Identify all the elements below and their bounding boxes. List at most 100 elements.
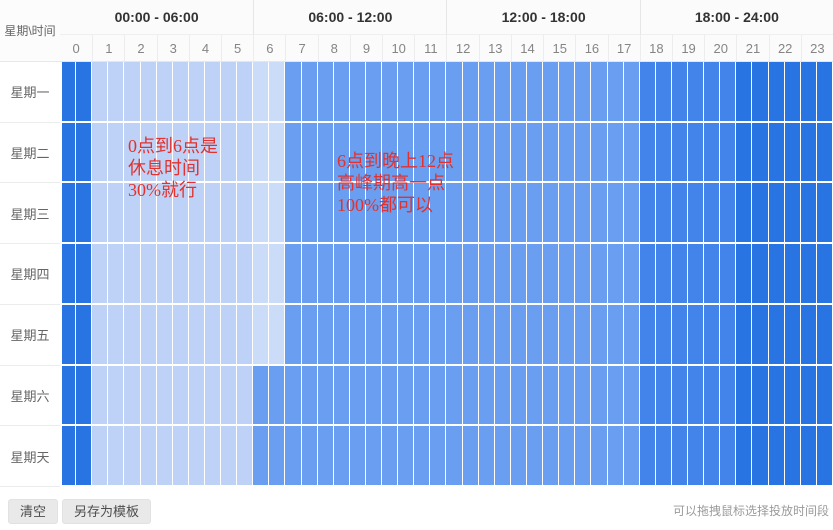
time-cell[interactable]: [398, 365, 415, 427]
time-cell[interactable]: [543, 304, 560, 366]
time-cell[interactable]: [816, 244, 833, 305]
time-cell[interactable]: [462, 426, 479, 487]
time-cell[interactable]: [478, 62, 495, 123]
time-cell[interactable]: [156, 122, 173, 184]
time-cell[interactable]: [92, 304, 109, 366]
time-cell[interactable]: [349, 122, 366, 184]
time-cell[interactable]: [704, 122, 721, 184]
time-cell[interactable]: [221, 183, 238, 245]
time-cell[interactable]: [204, 426, 222, 487]
time-cell[interactable]: [639, 365, 656, 427]
time-cell[interactable]: [124, 365, 141, 427]
time-cell[interactable]: [591, 122, 608, 184]
time-cell[interactable]: [221, 365, 238, 427]
time-cell[interactable]: [398, 244, 415, 305]
time-cell[interactable]: [269, 244, 286, 305]
time-cell[interactable]: [704, 365, 721, 427]
time-cell[interactable]: [752, 183, 769, 245]
time-cell[interactable]: [543, 365, 560, 427]
time-cell[interactable]: [204, 304, 222, 366]
time-cell[interactable]: [333, 365, 350, 427]
time-cell[interactable]: [575, 122, 592, 184]
time-cell[interactable]: [108, 62, 125, 123]
time-cell[interactable]: [108, 244, 125, 305]
time-cell[interactable]: [462, 183, 479, 245]
time-cell[interactable]: [237, 244, 254, 305]
time-cell[interactable]: [446, 304, 463, 366]
time-cell[interactable]: [623, 122, 640, 184]
time-cell[interactable]: [655, 244, 672, 305]
time-cell[interactable]: [269, 304, 286, 366]
time-cell[interactable]: [462, 62, 479, 123]
time-cell[interactable]: [688, 426, 705, 487]
time-cell[interactable]: [607, 122, 624, 184]
time-cell[interactable]: [237, 365, 254, 427]
time-cell[interactable]: [317, 62, 334, 123]
time-cell[interactable]: [462, 304, 479, 366]
time-cell[interactable]: [317, 426, 334, 487]
time-cell[interactable]: [60, 365, 77, 427]
time-cell[interactable]: [704, 183, 721, 245]
time-cell[interactable]: [671, 304, 689, 366]
time-cell[interactable]: [60, 122, 77, 184]
time-cell[interactable]: [349, 183, 366, 245]
time-cell[interactable]: [784, 244, 801, 305]
time-cell[interactable]: [333, 426, 350, 487]
time-cell[interactable]: [639, 426, 656, 487]
time-cell[interactable]: [285, 304, 302, 366]
time-cell[interactable]: [156, 426, 173, 487]
time-cell[interactable]: [478, 304, 495, 366]
time-cell[interactable]: [527, 244, 544, 305]
time-cell[interactable]: [527, 62, 544, 123]
time-cell[interactable]: [527, 426, 544, 487]
time-cell[interactable]: [172, 304, 189, 366]
time-cell[interactable]: [655, 183, 672, 245]
time-cell[interactable]: [736, 304, 753, 366]
time-cell[interactable]: [140, 122, 157, 184]
time-cell[interactable]: [349, 304, 366, 366]
time-cell[interactable]: [301, 183, 318, 245]
time-cell[interactable]: [188, 122, 205, 184]
time-cell[interactable]: [237, 62, 254, 123]
time-cell[interactable]: [430, 365, 447, 427]
time-cell[interactable]: [494, 62, 511, 123]
time-cell[interactable]: [800, 365, 817, 427]
time-cell[interactable]: [172, 426, 189, 487]
time-cell[interactable]: [430, 122, 447, 184]
time-cell[interactable]: [221, 122, 238, 184]
time-cell[interactable]: [510, 183, 528, 245]
time-cell[interactable]: [140, 244, 157, 305]
time-cell[interactable]: [800, 426, 817, 487]
time-cell[interactable]: [704, 244, 721, 305]
time-cell[interactable]: [784, 365, 801, 427]
time-cell[interactable]: [172, 244, 189, 305]
time-cell[interactable]: [333, 244, 350, 305]
time-cell[interactable]: [559, 62, 576, 123]
time-cell[interactable]: [382, 62, 399, 123]
time-cell[interactable]: [688, 62, 705, 123]
time-cell[interactable]: [671, 365, 689, 427]
time-cell[interactable]: [575, 365, 592, 427]
time-cell[interactable]: [607, 183, 624, 245]
time-cell[interactable]: [559, 365, 576, 427]
time-cell[interactable]: [92, 244, 109, 305]
time-cell[interactable]: [736, 244, 753, 305]
time-cell[interactable]: [575, 62, 592, 123]
time-cell[interactable]: [752, 244, 769, 305]
time-cell[interactable]: [430, 304, 447, 366]
time-cell[interactable]: [494, 244, 511, 305]
time-cell[interactable]: [398, 183, 415, 245]
time-cell[interactable]: [156, 365, 173, 427]
time-cell[interactable]: [478, 426, 495, 487]
time-cell[interactable]: [816, 122, 833, 184]
time-cell[interactable]: [655, 122, 672, 184]
time-cell[interactable]: [333, 122, 350, 184]
time-cell[interactable]: [382, 122, 399, 184]
time-cell[interactable]: [301, 426, 318, 487]
time-cell[interactable]: [204, 62, 222, 123]
time-cell[interactable]: [623, 62, 640, 123]
time-cell[interactable]: [752, 365, 769, 427]
time-cell[interactable]: [671, 183, 689, 245]
time-cell[interactable]: [382, 244, 399, 305]
time-cell[interactable]: [108, 365, 125, 427]
